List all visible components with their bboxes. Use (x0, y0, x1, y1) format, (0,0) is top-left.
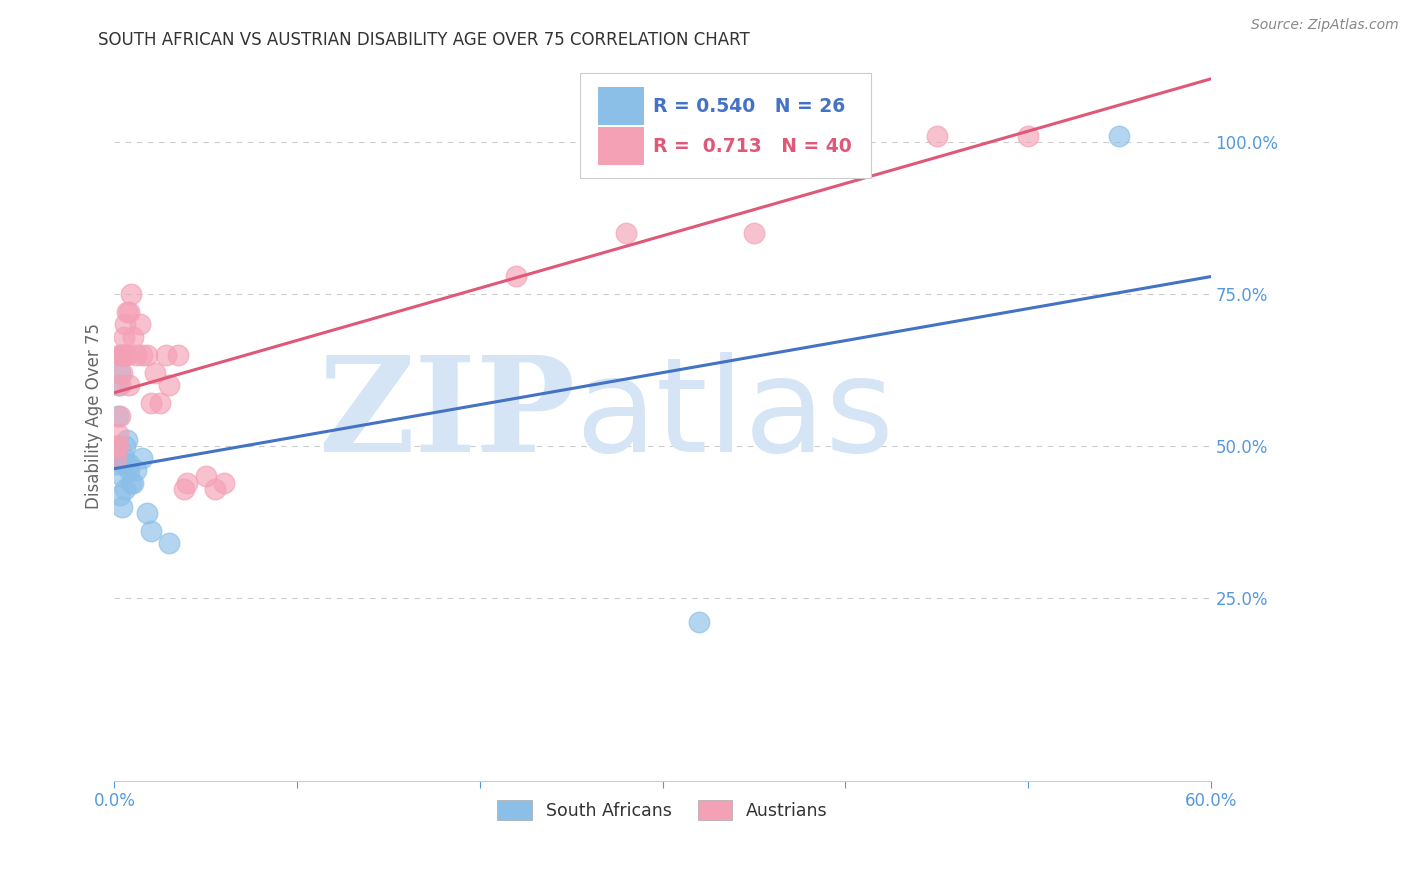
Point (115, 305, 138, 319)
Point (1108, 128, 1130, 143)
Point (118, 463, 141, 477)
Point (204, 482, 226, 496)
Point (107, 426, 129, 441)
Point (157, 536, 180, 550)
Point (1017, 128, 1039, 143)
Point (107, 439, 129, 453)
FancyBboxPatch shape (598, 87, 644, 125)
Point (176, 475, 198, 490)
Point (834, 128, 856, 143)
Point (118, 378, 141, 392)
Legend: South Africans, Austrians: South Africans, Austrians (491, 793, 835, 827)
Point (131, 348, 153, 362)
Point (111, 469, 134, 483)
FancyBboxPatch shape (598, 128, 644, 165)
Point (111, 366, 134, 380)
Point (136, 348, 159, 362)
Point (107, 439, 129, 453)
Point (112, 451, 135, 466)
Point (149, 396, 172, 410)
Point (139, 396, 162, 410)
Point (105, 451, 128, 466)
Point (505, 268, 527, 283)
Point (120, 287, 142, 301)
Point (112, 458, 135, 472)
Point (114, 348, 136, 362)
Point (107, 378, 129, 392)
Point (105, 451, 128, 466)
Text: ZIP: ZIP (318, 351, 575, 480)
Point (742, 226, 765, 240)
Point (120, 475, 142, 490)
Point (125, 348, 148, 362)
Point (115, 433, 138, 447)
Point (108, 348, 131, 362)
Point (131, 451, 153, 466)
Point (108, 348, 131, 362)
Text: Source: ZipAtlas.com: Source: ZipAtlas.com (1251, 18, 1399, 32)
Point (105, 458, 128, 472)
Point (121, 329, 143, 343)
Text: atlas: atlas (575, 352, 894, 479)
Point (173, 482, 195, 496)
Point (118, 305, 141, 319)
Point (105, 439, 128, 453)
Point (125, 463, 148, 477)
Point (108, 378, 131, 392)
Point (114, 318, 136, 332)
Point (194, 469, 217, 483)
Point (155, 348, 177, 362)
Text: R = 0.540   N = 26: R = 0.540 N = 26 (652, 96, 845, 116)
Point (114, 482, 136, 496)
FancyBboxPatch shape (581, 72, 870, 178)
Point (143, 366, 166, 380)
Point (115, 348, 138, 362)
Point (108, 409, 131, 423)
Point (614, 226, 637, 240)
Point (129, 318, 152, 332)
Point (112, 329, 135, 343)
Point (112, 348, 135, 362)
Point (157, 378, 180, 392)
Point (108, 488, 131, 502)
Y-axis label: Disability Age Over 75: Disability Age Over 75 (86, 323, 103, 508)
Point (167, 348, 190, 362)
Point (139, 524, 162, 539)
Point (212, 475, 235, 490)
Point (118, 458, 141, 472)
Point (925, 128, 948, 143)
Point (114, 439, 136, 453)
Point (108, 366, 131, 380)
Point (111, 500, 134, 514)
Text: R =  0.713   N = 40: R = 0.713 N = 40 (652, 136, 852, 156)
Point (688, 615, 710, 630)
Text: SOUTH AFRICAN VS AUSTRIAN DISABILITY AGE OVER 75 CORRELATION CHART: SOUTH AFRICAN VS AUSTRIAN DISABILITY AGE… (98, 31, 751, 49)
Point (107, 409, 129, 423)
Point (121, 475, 143, 490)
Point (136, 506, 159, 520)
Point (111, 348, 134, 362)
